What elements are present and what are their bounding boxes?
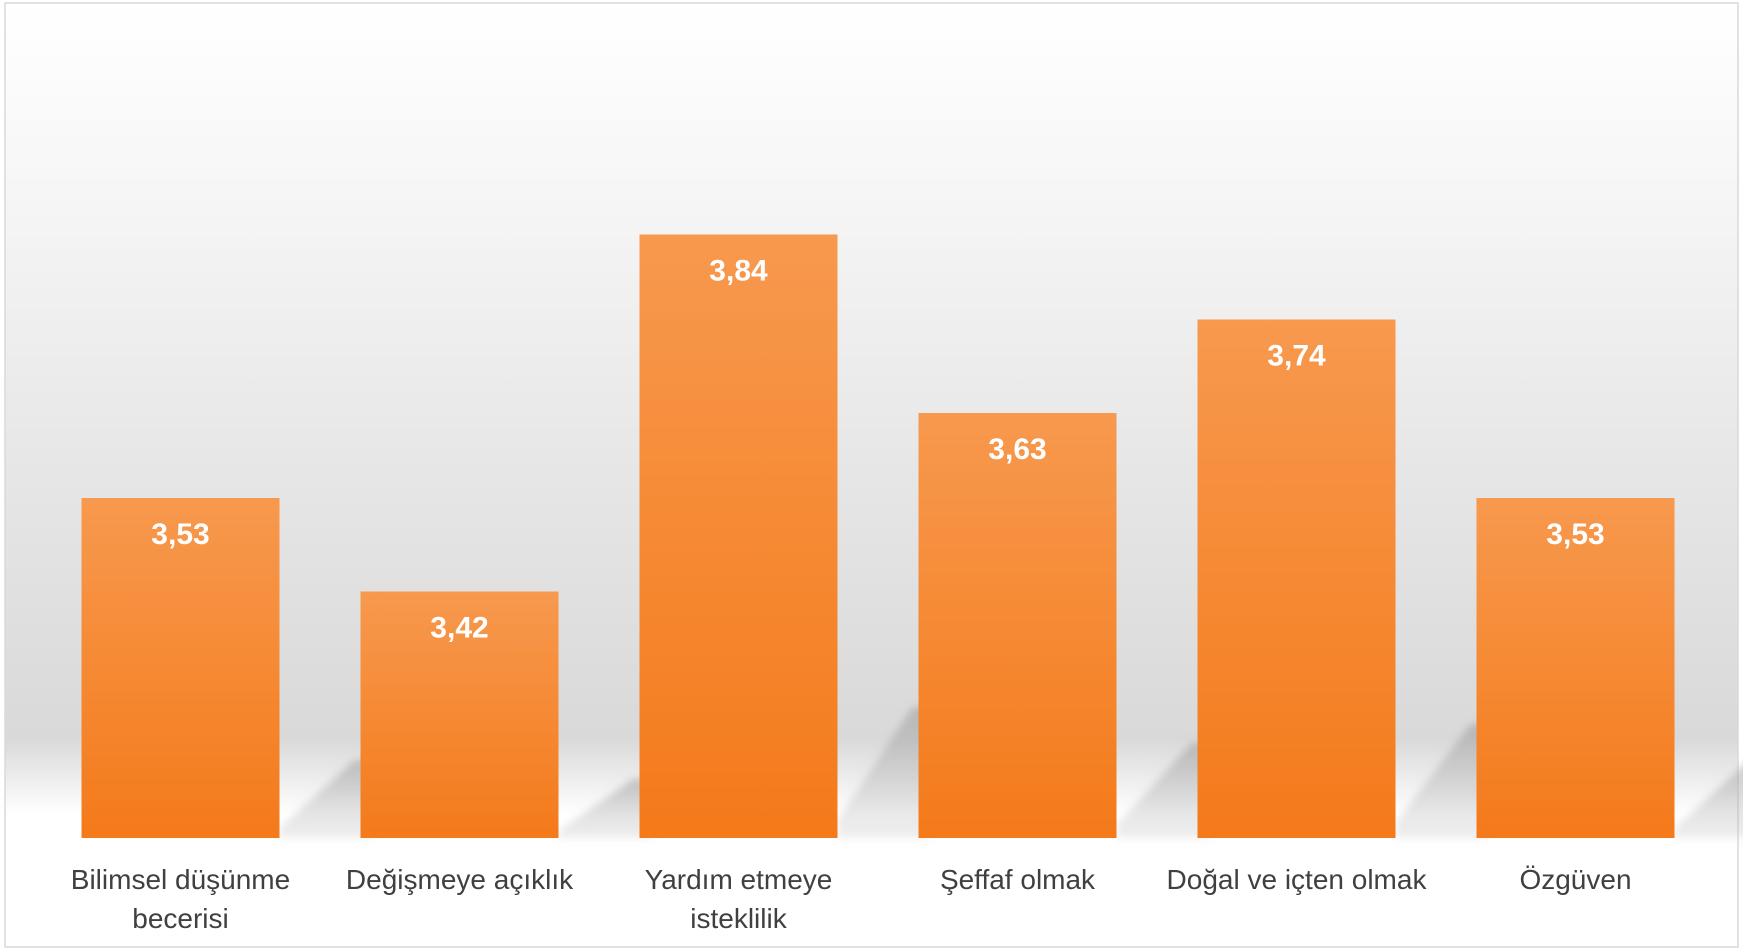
category-label: Yardım etmeye isteklilik	[645, 864, 833, 934]
data-label: 3,42	[430, 612, 488, 645]
data-label: 3,53	[151, 518, 209, 551]
data-label: 3,53	[1546, 518, 1604, 551]
category-label: Değişmeye açıklık	[346, 864, 574, 895]
category-label: Özgüven	[1519, 864, 1631, 895]
category-label: Şeffaf olmak	[940, 864, 1096, 895]
category-label-line: Değişmeye açıklık	[346, 864, 574, 895]
category-label-line: Özgüven	[1519, 864, 1631, 895]
bar-1	[81, 498, 280, 838]
data-label: 3,84	[709, 255, 768, 288]
data-label: 3,63	[988, 433, 1046, 466]
category-label-line: Bilimsel düşünme	[71, 864, 290, 895]
bar-5	[1197, 319, 1396, 838]
category-label-line: Şeffaf olmak	[940, 864, 1096, 895]
bar-4	[918, 413, 1117, 838]
category-label-line: becerisi	[132, 903, 228, 934]
category-label-line: isteklilik	[690, 903, 787, 934]
category-label: Bilimsel düşünme becerisi	[71, 864, 290, 934]
bar-6	[1476, 498, 1675, 838]
bar-shadow	[1674, 765, 1743, 838]
category-label: Doğal ve içten olmak	[1167, 864, 1428, 895]
category-label-line: Yardım etmeye	[645, 864, 833, 895]
bars-group	[81, 234, 1675, 838]
data-label: 3,74	[1267, 340, 1326, 373]
category-label-line: Doğal ve içten olmak	[1167, 864, 1428, 895]
data-labels-group: 3,53 3,42 3,84 3,63 3,74 3,53	[151, 255, 1604, 645]
bar-2	[360, 591, 559, 838]
bar-3	[639, 234, 838, 838]
category-labels-group: Bilimsel düşünme becerisi Değişmeye açıklı…	[71, 864, 1632, 934]
